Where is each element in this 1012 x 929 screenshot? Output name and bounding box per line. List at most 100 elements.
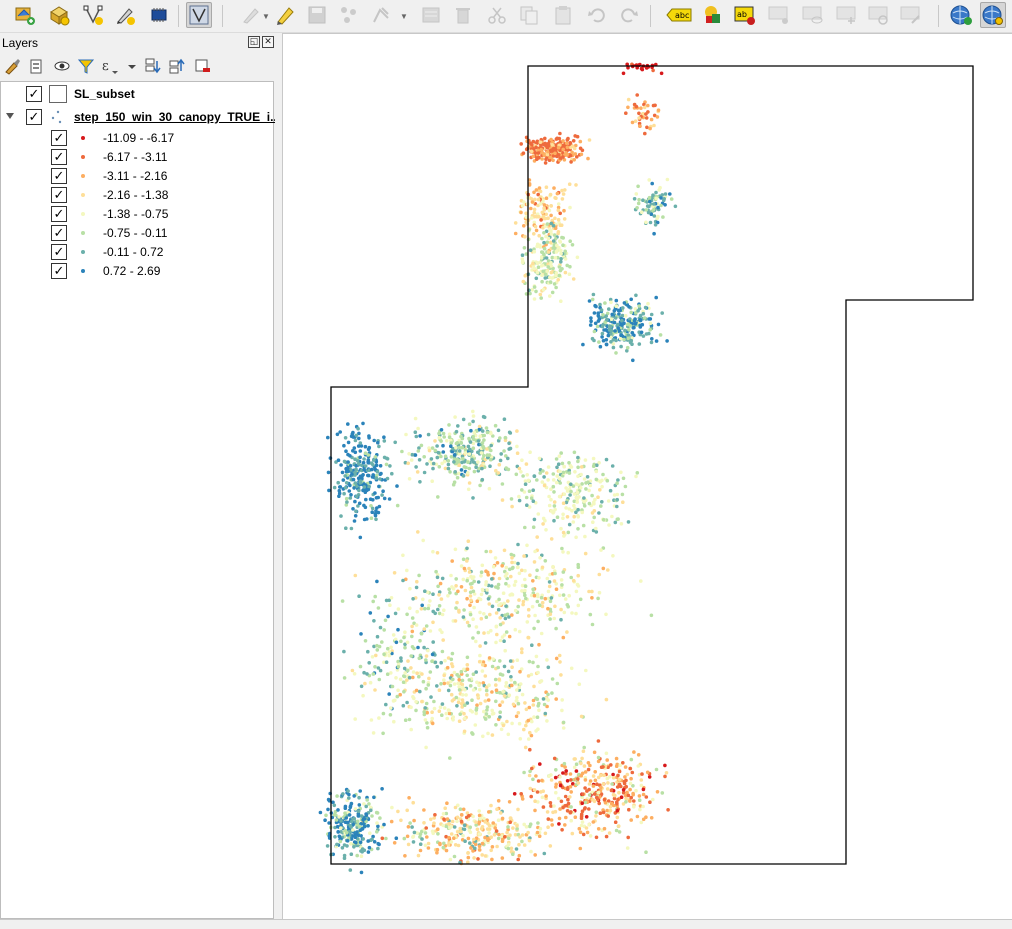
- map-point: [552, 186, 556, 190]
- map-point: [468, 440, 473, 444]
- map-point: [615, 492, 620, 497]
- map-point: [564, 506, 568, 510]
- copy-features-icon[interactable]: [516, 2, 542, 28]
- save-edits-icon[interactable]: [304, 2, 330, 28]
- map-point: [469, 428, 473, 433]
- legend-class-row[interactable]: ✓ -0.11 - 0.72: [1, 242, 271, 262]
- layer-labeling-icon[interactable]: ab: [732, 2, 758, 28]
- legend-class-checkbox[interactable]: ✓: [51, 206, 67, 222]
- rotate-label-icon[interactable]: [866, 2, 892, 28]
- undo-icon[interactable]: [584, 2, 610, 28]
- vertex-tool-icon[interactable]: [186, 2, 212, 28]
- legend-class-row[interactable]: ✓ -6.17 - -3.11: [1, 147, 271, 167]
- map-point: [355, 853, 359, 858]
- map-point: [370, 814, 374, 818]
- globe-plus-icon[interactable]: [948, 2, 974, 28]
- change-label-icon[interactable]: [898, 2, 924, 28]
- legend-class-checkbox[interactable]: ✓: [51, 130, 67, 146]
- map-point: [453, 619, 458, 623]
- panel-splitter[interactable]: [275, 33, 281, 919]
- map-point: [487, 656, 492, 660]
- redo-icon[interactable]: [616, 2, 642, 28]
- add-point-feature-icon[interactable]: [336, 2, 362, 28]
- map-point: [565, 809, 570, 813]
- legend-class-row[interactable]: ✓ -11.09 - -6.17: [1, 128, 271, 148]
- map-point: [557, 477, 562, 481]
- map-point: [395, 668, 400, 672]
- map-point: [552, 490, 556, 494]
- label-toolbar-icon[interactable]: abc: [666, 2, 692, 28]
- map-point: [579, 465, 584, 469]
- style-brush-icon[interactable]: [2, 56, 22, 76]
- legend-class-row[interactable]: ✓ 0.72 - 2.69: [1, 261, 271, 281]
- map-point: [471, 672, 476, 676]
- add-group-icon[interactable]: [26, 56, 46, 76]
- cut-features-icon[interactable]: [484, 2, 510, 28]
- digitize-vertex-icon[interactable]: [80, 2, 106, 28]
- map-point: [479, 616, 484, 621]
- map-point: [323, 818, 327, 822]
- layer-visibility-checkbox[interactable]: ✓: [26, 109, 42, 125]
- globe-search-icon[interactable]: [980, 2, 1006, 28]
- paste-features-icon[interactable]: [550, 2, 576, 28]
- map-point: [372, 644, 376, 649]
- map-point: [536, 704, 540, 708]
- map-point: [507, 584, 511, 588]
- map-point: [500, 482, 505, 486]
- map-point: [367, 661, 371, 665]
- legend-class-checkbox[interactable]: ✓: [51, 244, 67, 260]
- legend-class-row[interactable]: ✓ -0.75 - -0.11: [1, 223, 271, 243]
- delete-selected-icon[interactable]: [450, 2, 476, 28]
- map-point: [583, 778, 588, 782]
- legend-class-row[interactable]: ✓ -3.11 - -2.16: [1, 166, 271, 186]
- sl-subset-boundary: [330, 65, 974, 865]
- dropdown-arrow-icon[interactable]: [122, 56, 142, 76]
- map-point: [542, 152, 546, 156]
- legend-class-checkbox[interactable]: ✓: [51, 187, 67, 203]
- new-geopackage-icon[interactable]: [46, 2, 72, 28]
- layer-row-sl-subset[interactable]: ✓ SL_subset: [1, 84, 271, 104]
- digitize-pen-icon[interactable]: [112, 2, 138, 28]
- diagram-icon[interactable]: [700, 2, 726, 28]
- remove-layer-icon[interactable]: [192, 56, 212, 76]
- close-panel-button[interactable]: ✕: [262, 36, 274, 48]
- filter-expression-icon[interactable]: ε: [100, 56, 120, 76]
- expand-all-icon[interactable]: [142, 56, 162, 76]
- modify-attributes-icon[interactable]: [418, 2, 444, 28]
- map-point: [467, 570, 472, 574]
- map-canvas[interactable]: [282, 33, 1012, 919]
- collapse-chevron-icon[interactable]: [6, 113, 14, 119]
- legend-class-checkbox[interactable]: ✓: [51, 263, 67, 279]
- toggle-edit-icon[interactable]: [272, 2, 298, 28]
- edit-pencil-icon[interactable]: [238, 2, 264, 28]
- add-project-icon[interactable]: [12, 2, 38, 28]
- map-point: [454, 577, 458, 581]
- float-panel-button[interactable]: ◱: [248, 36, 260, 48]
- layer-row-step-150[interactable]: ✓ step_150_win_30_canopy_TRUE_i...: [1, 107, 280, 127]
- status-bar: [0, 919, 1012, 929]
- map-point: [604, 338, 609, 342]
- map-point: [350, 668, 355, 673]
- legend-class-checkbox[interactable]: ✓: [51, 168, 67, 184]
- manage-visibility-icon[interactable]: [52, 56, 72, 76]
- map-point: [363, 505, 368, 510]
- collapse-all-icon[interactable]: [166, 56, 186, 76]
- map-point: [392, 719, 396, 724]
- map-point: [544, 212, 548, 217]
- legend-class-checkbox[interactable]: ✓: [51, 225, 67, 241]
- show-hide-labels-icon[interactable]: [800, 2, 826, 28]
- legend-class-checkbox[interactable]: ✓: [51, 149, 67, 165]
- layer-visibility-checkbox[interactable]: ✓: [26, 86, 42, 102]
- map-point: [534, 276, 539, 281]
- node-tool-icon[interactable]: [368, 2, 394, 28]
- raster-chip-icon[interactable]: [146, 2, 172, 28]
- map-point: [518, 669, 522, 674]
- pin-labels-icon[interactable]: [766, 2, 792, 28]
- map-point: [623, 484, 628, 489]
- legend-class-row[interactable]: ✓ -1.38 - -0.75: [1, 204, 271, 224]
- map-point: [494, 611, 499, 615]
- legend-class-row[interactable]: ✓ -2.16 - -1.38: [1, 185, 271, 205]
- map-point: [512, 560, 517, 565]
- move-label-icon[interactable]: [834, 2, 860, 28]
- filter-legend-icon[interactable]: [76, 56, 96, 76]
